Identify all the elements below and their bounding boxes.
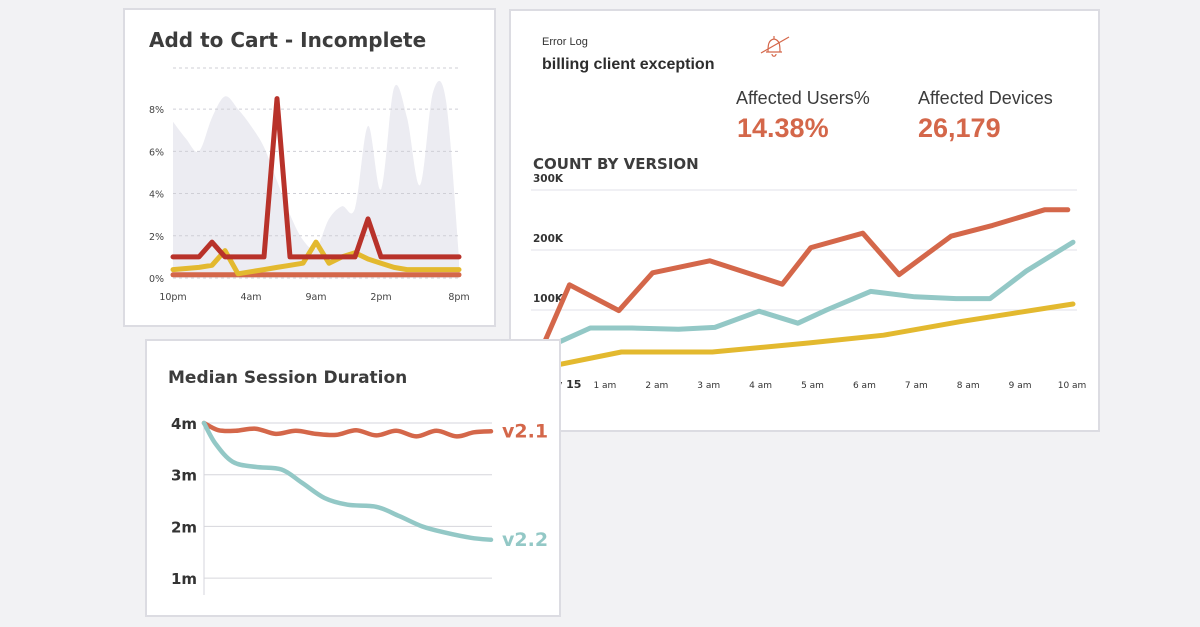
- error-log-card: Error Log billing client exception Affec…: [509, 9, 1100, 432]
- y-tick-label: 2%: [149, 232, 164, 243]
- x-tick-label: 3 am: [697, 381, 720, 391]
- x-tick-label: 7 am: [905, 381, 928, 391]
- y-tick-label: 1m: [171, 570, 197, 588]
- card-title: Median Session Duration: [168, 368, 408, 388]
- x-tick-label: 2pm: [370, 292, 391, 303]
- series-label: v2.2: [502, 529, 548, 551]
- y-tick-label: 4%: [149, 190, 164, 201]
- y-tick-label: 3m: [171, 467, 197, 485]
- error-title: billing client exception: [542, 56, 715, 73]
- x-tick-label: 4am: [240, 292, 261, 303]
- affected-devices-value: 26,179: [918, 113, 1001, 143]
- x-tick-label: 8pm: [448, 292, 469, 303]
- y-tick-label: 100K: [533, 293, 564, 305]
- median-session-chart: 1m 2m 3m 4m v2.1 v2.2: [171, 415, 548, 595]
- x-tick-label: 8 am: [957, 381, 980, 391]
- x-tick-label: 2 am: [645, 381, 668, 391]
- y-tick-label: 200K: [533, 233, 564, 245]
- x-tick-label: 9am: [305, 292, 326, 303]
- y-tick-label: 2m: [171, 518, 197, 536]
- median-session-card: Median Session Duration 1m 2m 3m 4m v2.1 v2.2: [145, 339, 561, 617]
- y-tick-label: 8%: [149, 105, 164, 116]
- x-tick-label: 9 am: [1009, 381, 1032, 391]
- x-tick-label: 10 am: [1058, 381, 1087, 391]
- affected-users-label: Affected Users%: [736, 88, 870, 108]
- y-tick-label: 300K: [533, 173, 564, 185]
- affected-users-value: 14.38%: [737, 113, 829, 143]
- add-to-cart-card: Add to Cart - Incomplete 0% 2% 4% 6% 8% 10pm 4…: [123, 8, 496, 327]
- series-line: [170, 96, 462, 260]
- series-label: v2.1: [502, 420, 548, 442]
- series-line: [538, 301, 1076, 371]
- y-tick-label: 4m: [171, 415, 197, 433]
- error-log-kicker: Error Log: [542, 36, 588, 48]
- x-tick-label: 4 am: [749, 381, 772, 391]
- add-to-cart-chart: 0% 2% 4% 6% 8% 10pm 4am 9am 2pm 8pm: [149, 67, 470, 303]
- series-line: [538, 239, 1076, 353]
- y-tick-label: 6%: [149, 147, 164, 158]
- x-tick-label: 1 am: [593, 381, 616, 391]
- x-tick-label: 5 am: [801, 381, 824, 391]
- series-line: [538, 207, 1071, 353]
- x-tick-label: 6 am: [853, 381, 876, 391]
- card-title: Add to Cart - Incomplete: [149, 28, 427, 52]
- bell-muted-icon[interactable]: [756, 31, 792, 61]
- x-tick-label: 10pm: [159, 292, 186, 303]
- y-tick-label: 0%: [149, 274, 164, 285]
- count-by-version-title: COUNT BY VERSION: [533, 155, 699, 173]
- series-line: [201, 420, 494, 439]
- series-line: [201, 420, 494, 543]
- affected-devices-label: Affected Devices: [918, 88, 1053, 108]
- background-area: [173, 80, 459, 278]
